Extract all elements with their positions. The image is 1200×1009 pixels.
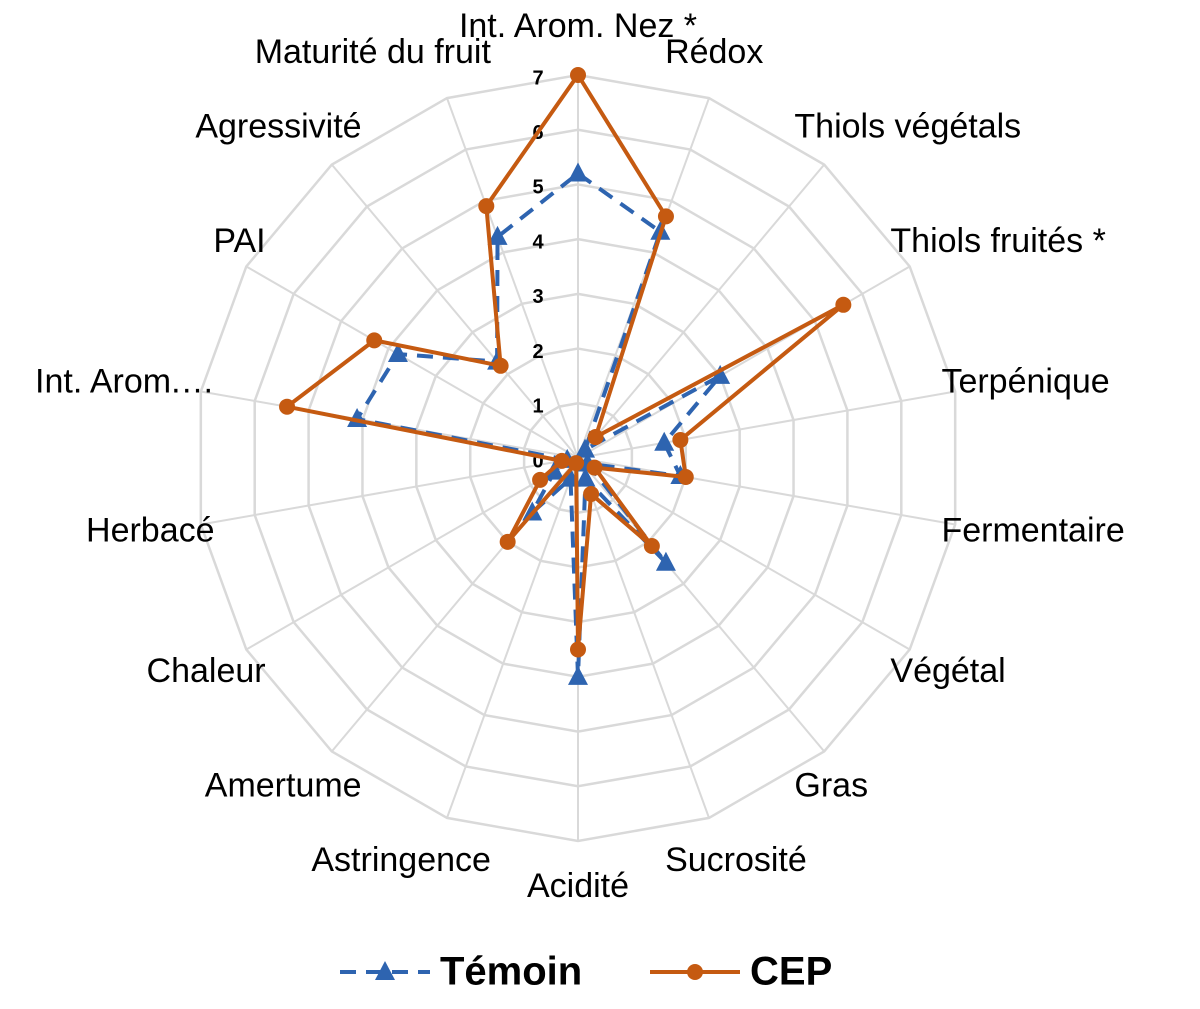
spoke: [577, 457, 956, 526]
data-point: [499, 533, 516, 550]
data-point: [710, 364, 731, 384]
category-label: Astringence: [311, 841, 491, 879]
category-label: Thiols végétals: [794, 108, 1021, 146]
data-point: [575, 467, 596, 487]
axis-tick-label: 4: [532, 231, 544, 253]
axis-tick-label: 0: [532, 450, 543, 472]
data-point: [366, 332, 383, 349]
spoke: [331, 163, 579, 459]
legend-marker: [687, 964, 703, 980]
data-point: [835, 296, 852, 313]
category-label: Thiols fruités *: [890, 222, 1105, 260]
spoke: [577, 457, 710, 819]
spoke: [200, 457, 579, 526]
data-point: [492, 357, 509, 374]
data-point: [672, 431, 689, 448]
spoke: [446, 97, 579, 459]
spoke: [577, 457, 911, 651]
legend-label: Témoin: [440, 950, 582, 994]
data-point: [478, 198, 495, 215]
data-point: [583, 485, 600, 502]
category-label: PAI: [213, 222, 265, 260]
data-point: [654, 431, 675, 451]
spoke: [577, 390, 956, 459]
category-label: Sucrosité: [665, 841, 807, 879]
category-label: Int. Arom.…: [35, 362, 215, 400]
category-label: Agressivité: [195, 108, 361, 146]
data-point: [655, 551, 676, 571]
data-point: [532, 471, 549, 488]
data-point: [544, 460, 565, 480]
spoke: [577, 97, 710, 459]
data-point: [643, 538, 660, 555]
axis-tick-label: 5: [532, 177, 543, 199]
axis-tick-label: 7: [532, 67, 543, 89]
data-point: [677, 469, 694, 486]
spoke: [577, 163, 825, 459]
data-point: [568, 162, 588, 182]
data-point: [586, 459, 603, 476]
data-point: [570, 641, 586, 658]
category-label: Maturité du fruit: [255, 33, 492, 71]
data-point: [568, 455, 585, 472]
category-label: Rédox: [665, 33, 763, 71]
legend-item: CEP: [650, 950, 832, 994]
data-point: [575, 438, 596, 458]
data-point: [387, 343, 408, 363]
category-label: Acidité: [527, 867, 629, 905]
spoke: [446, 457, 579, 819]
data-point: [570, 67, 586, 83]
axis-tick-label: 1: [532, 396, 543, 418]
axis-tick-label: 2: [532, 341, 543, 363]
data-point: [657, 208, 674, 225]
spoke: [245, 265, 579, 459]
data-point: [487, 225, 508, 245]
category-label: Chaleur: [147, 652, 266, 690]
category-label: Végétal: [890, 652, 1005, 690]
category-label: Terpénique: [941, 362, 1109, 400]
category-label: Gras: [794, 766, 868, 804]
category-label: Herbacé: [86, 512, 215, 550]
axis-tick-label: 3: [532, 286, 543, 308]
category-label: Int. Arom. Nez *: [459, 7, 697, 45]
spoke: [245, 457, 579, 651]
spoke: [577, 457, 825, 753]
legend-marker: [375, 961, 395, 980]
category-label: Fermentaire: [941, 512, 1124, 550]
category-label: Amertume: [205, 766, 362, 804]
data-point: [553, 452, 570, 469]
data-point: [279, 398, 296, 415]
legend-item: Témoin: [340, 950, 582, 994]
data-point: [568, 665, 588, 685]
data-point: [587, 429, 604, 446]
legend-label: CEP: [750, 950, 832, 994]
spoke: [577, 265, 911, 459]
